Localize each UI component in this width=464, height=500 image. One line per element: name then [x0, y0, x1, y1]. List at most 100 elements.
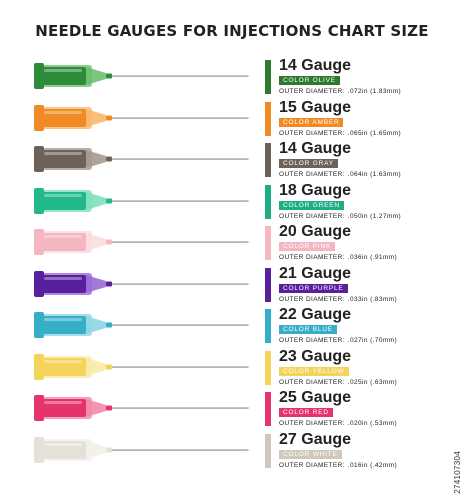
hub-collar	[106, 405, 112, 411]
hub-flange	[34, 270, 44, 297]
hub-cone	[86, 316, 106, 334]
color-bar	[265, 143, 271, 177]
needle-row: 21 Gauge COLOR PURPLE OUTER DIAMETER: .0…	[0, 265, 464, 307]
hub	[42, 357, 86, 376]
hub-shine	[44, 152, 82, 155]
needle-tip	[246, 241, 250, 243]
color-bar	[265, 60, 271, 94]
hub-flange	[34, 395, 44, 421]
color-name-chip: COLOR PURPLE	[279, 283, 348, 293]
needle-tip	[246, 365, 250, 368]
hub-cone	[86, 274, 106, 293]
needle-tip	[246, 158, 250, 160]
color-name-chip: COLOR YELLOW	[279, 366, 349, 376]
gauge-label: 22 Gauge	[279, 306, 352, 323]
gauge-label: 27 Gauge	[279, 430, 352, 448]
page-title: NEEDLE GAUGES FOR INJECTIONS CHART SIZE	[35, 22, 429, 40]
outer-diameter: OUTER DIAMETER: .050in (1.27mm)	[279, 212, 402, 220]
hub-shine	[44, 401, 82, 404]
hub-shine	[44, 193, 82, 197]
hub-collar	[106, 115, 112, 120]
color-name-chip: COLOR OLIVE	[279, 76, 340, 85]
needle-row: 20 Gauge COLOR PINK OUTER DIAMETER: .036…	[0, 223, 464, 265]
gauge-label: 23 Gauge	[279, 347, 352, 365]
hub	[42, 108, 86, 127]
needle-row: 25 Gauge COLOR RED OUTER DIAMETER: .020i…	[0, 389, 464, 431]
hub-flange	[34, 187, 44, 214]
color-name-chip: COLOR AMBER	[279, 117, 344, 127]
color-name-chip: COLOR GREEN	[279, 200, 344, 210]
color-bar	[265, 184, 271, 219]
needle-icon	[34, 312, 250, 338]
needle-row: 14 Gauge COLOR OLIVE OUTER DIAMETER: .07…	[0, 57, 464, 99]
needle-tip	[246, 324, 250, 326]
needle-icon	[34, 395, 250, 421]
hub-cone	[86, 233, 106, 251]
outer-diameter: OUTER DIAMETER: .025in (.63mm)	[279, 378, 398, 386]
outer-diameter: OUTER DIAMETER: .072in (1.83mm)	[279, 88, 402, 95]
needle-row: 15 Gauge COLOR AMBER OUTER DIAMETER: .06…	[0, 99, 464, 141]
hub	[42, 274, 86, 293]
outer-diameter: OUTER DIAMETER: .016in (.42mm)	[279, 461, 398, 469]
hub-flange	[34, 104, 44, 131]
outer-diameter: OUTER DIAMETER: .027in (.70mm)	[279, 337, 398, 344]
hub-shine	[44, 235, 82, 238]
hub-cone	[86, 67, 106, 85]
needle-row: 23 Gauge COLOR YELLOW OUTER DIAMETER: .0…	[0, 348, 464, 390]
hub-flange	[34, 436, 44, 463]
color-bar	[265, 433, 271, 468]
color-name-chip: COLOR RED	[279, 408, 333, 417]
color-name-chip: COLOR PINK	[279, 242, 336, 251]
color-name-chip: COLOR BLUE	[279, 325, 337, 334]
hub-collar	[106, 364, 112, 369]
gauge-label: 25 Gauge	[279, 389, 352, 406]
hub-flange	[34, 229, 44, 255]
hub-collar	[106, 239, 112, 245]
hub-cone	[86, 150, 106, 168]
hub-flange	[34, 353, 44, 380]
needle-tip	[246, 116, 250, 119]
hub-collar	[106, 156, 112, 162]
needle-tip	[246, 282, 250, 285]
hub	[42, 233, 86, 251]
needle-icon	[34, 187, 250, 214]
hub-collar	[106, 322, 112, 328]
hub	[42, 316, 86, 334]
outer-diameter: OUTER DIAMETER: .036in (.91mm)	[279, 254, 398, 261]
needle-tip	[246, 448, 250, 451]
color-bar	[265, 226, 271, 260]
hub-shine	[44, 276, 82, 280]
hub-collar	[106, 73, 112, 79]
hub	[42, 67, 86, 85]
needle-tip	[246, 407, 250, 409]
needle-tip	[246, 75, 250, 77]
needle-icon	[34, 104, 250, 131]
hub-flange	[34, 146, 44, 172]
hub	[42, 191, 86, 210]
hub-cone	[86, 357, 106, 376]
hub-collar	[106, 198, 112, 203]
needle-tip	[246, 199, 250, 202]
needle-list: 14 Gauge COLOR OLIVE OUTER DIAMETER: .07…	[0, 57, 464, 472]
color-bar	[265, 392, 271, 426]
hub-shine	[44, 442, 82, 446]
gauge-label: 20 Gauge	[279, 223, 352, 240]
hub-flange	[34, 312, 44, 338]
needle-row: 27 Gauge COLOR WHITE OUTER DIAMETER: .01…	[0, 431, 464, 473]
needle-row: 22 Gauge COLOR BLUE OUTER DIAMETER: .027…	[0, 306, 464, 348]
hub-collar	[106, 281, 112, 286]
needle-icon	[34, 63, 250, 89]
color-name-chip: COLOR WHITE	[279, 449, 342, 459]
outer-diameter: OUTER DIAMETER: .033in (.83mm)	[279, 295, 398, 303]
gauge-label: 15 Gauge	[279, 98, 352, 116]
stock-id: 274107304	[453, 451, 462, 494]
outer-diameter: OUTER DIAMETER: .020in (.53mm)	[279, 420, 398, 427]
gauge-label: 14 Gauge	[279, 57, 352, 74]
outer-diameter: OUTER DIAMETER: .065in (1.65mm)	[279, 129, 402, 137]
hub-shine	[44, 110, 82, 114]
hub	[42, 399, 86, 417]
hub-flange	[34, 63, 44, 89]
needle-icon	[34, 270, 250, 297]
color-bar	[265, 350, 271, 385]
gauge-label: 21 Gauge	[279, 264, 352, 282]
